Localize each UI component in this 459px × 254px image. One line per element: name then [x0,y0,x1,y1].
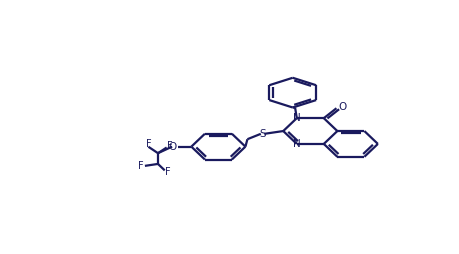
Text: F: F [138,162,144,171]
Text: F: F [146,139,151,149]
Text: O: O [339,102,347,112]
Text: F: F [167,141,172,151]
Text: S: S [259,129,266,139]
Text: O: O [169,142,177,152]
Text: N: N [293,139,301,149]
Text: F: F [166,167,171,177]
Text: N: N [293,113,301,123]
